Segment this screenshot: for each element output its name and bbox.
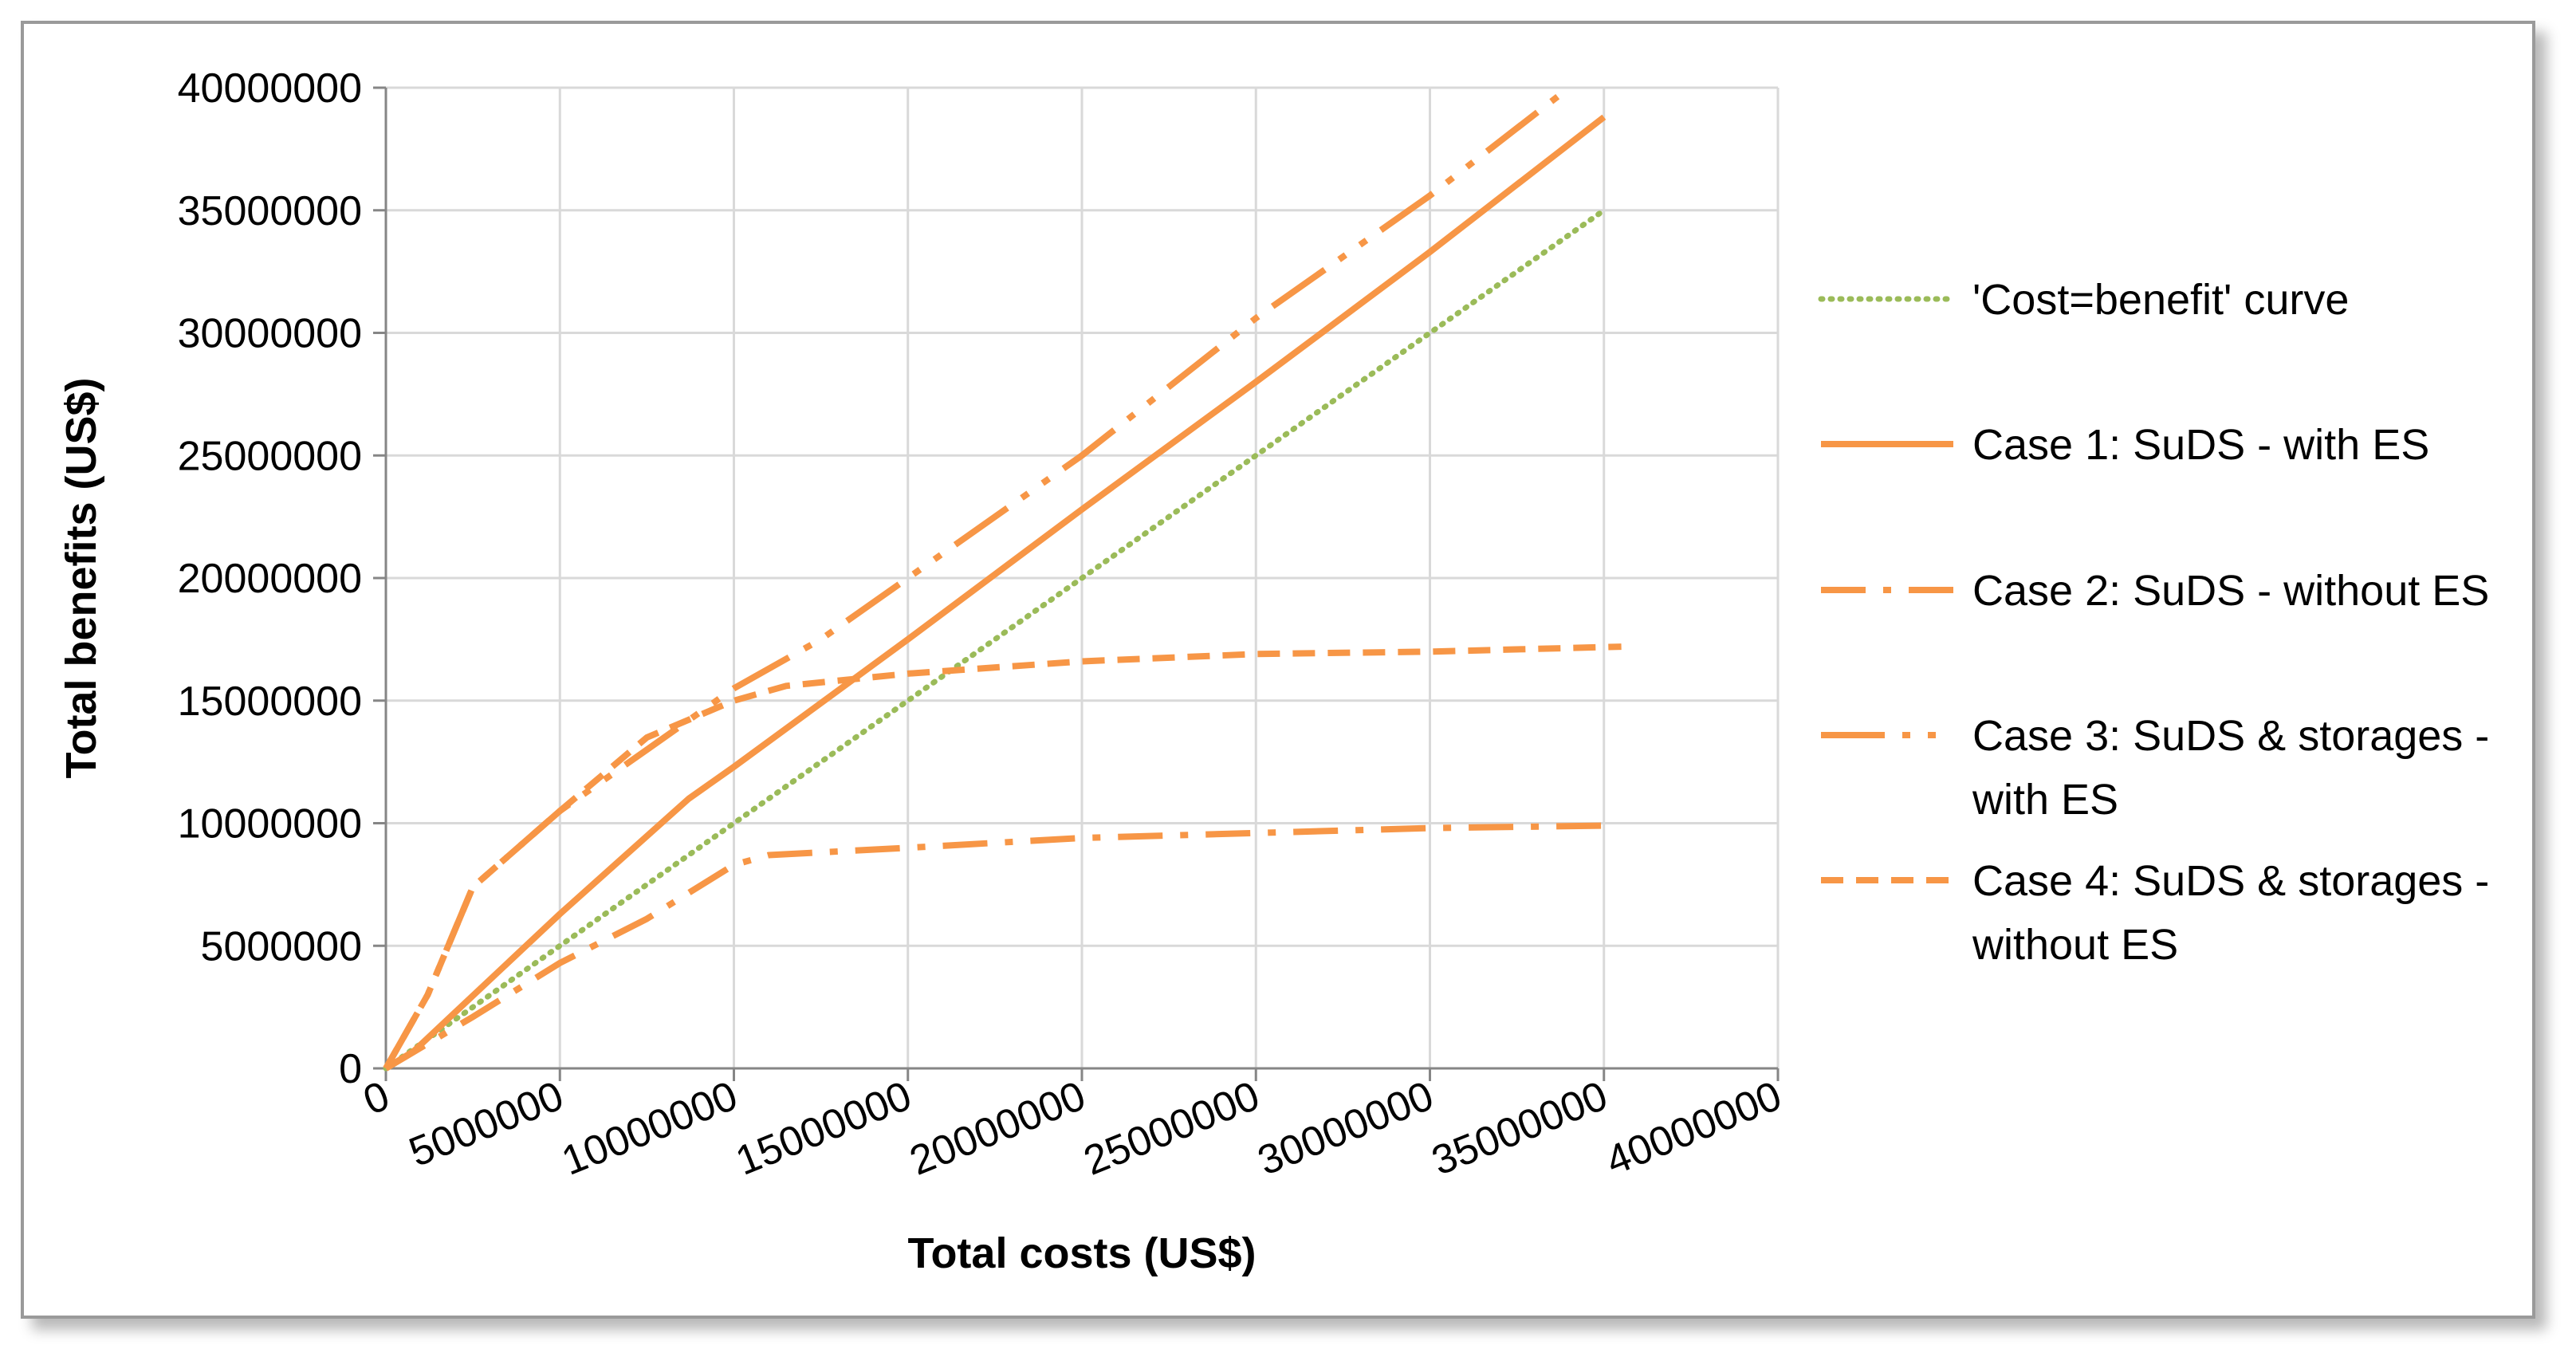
x-axis-ticks: 0 500000010000000150000002000000025000000…	[357, 1072, 1788, 1184]
legend-label-5: without ES	[1972, 921, 2178, 969]
series-line-2	[383, 114, 1607, 1072]
line-chart: 0500000010000000150000002000000025000000…	[57, 65, 2489, 1277]
x-axis-title: Total costs (US$)	[907, 1229, 1256, 1277]
chart-frame: 0 5000000 10000000 15000000 20000000 25000000…	[21, 21, 2535, 1319]
x-tick-label: 25000000	[1078, 1072, 1266, 1184]
y-tick-label: 0	[339, 1046, 362, 1092]
legend-label-2: Case 1: SuDS - with ES	[1972, 421, 2429, 469]
y-tick-label: 10000000	[178, 801, 362, 848]
x-tick-label: 5000000	[403, 1072, 569, 1176]
x-tick-label: 35000000	[1426, 1072, 1614, 1184]
x-tick-label: 15000000	[730, 1072, 918, 1184]
x-tick-label: 40000000	[1599, 1072, 1787, 1184]
legend-label-1: 'Cost=benefit' curve	[1972, 276, 2349, 324]
y-tick-label: 20000000	[178, 556, 362, 602]
series-line-1	[383, 207, 1607, 1072]
y-tick-label: 5000000	[201, 923, 362, 970]
y-axis-ticks: 0 5000000 10000000 15000000 20000000 25000000…	[178, 65, 362, 1092]
y-tick-label: 30000000	[178, 311, 362, 357]
y-axis-title: Total benefits (US$)	[57, 377, 105, 778]
legend-label-5: Case 4: SuDS & storages -	[1972, 857, 2489, 905]
legend-label-4: with ES	[1972, 776, 2118, 824]
x-tick-label: 30000000	[1252, 1072, 1440, 1184]
y-tick-label: 25000000	[178, 433, 362, 479]
x-tick-label: 10000000	[556, 1072, 744, 1184]
legend-label-3: Case 2: SuDS - without ES	[1972, 567, 2489, 615]
y-tick-label: 35000000	[178, 188, 362, 234]
series-line-3	[383, 822, 1604, 1072]
y-tick-label: 40000000	[178, 65, 362, 112]
series-line-5	[383, 643, 1622, 1070]
legend-label-4: Case 3: SuDS & storages -	[1972, 712, 2489, 760]
x-tick-label: 0	[357, 1072, 396, 1124]
y-tick-label: 15000000	[178, 678, 362, 725]
series-lines	[383, 85, 1622, 1072]
axes	[373, 86, 1780, 1081]
legend: 'Cost=benefit' curve Case 1: SuDS - with …	[1818, 276, 2489, 969]
x-tick-label: 20000000	[903, 1072, 1091, 1184]
